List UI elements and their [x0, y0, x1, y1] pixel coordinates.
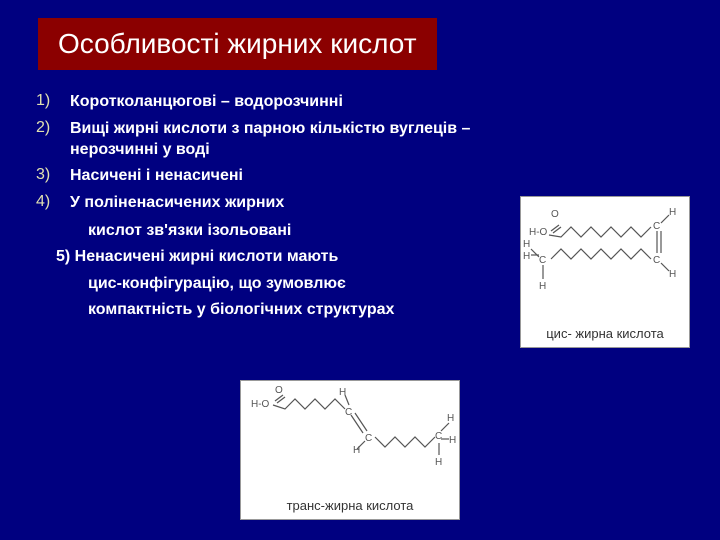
svg-text:H-O: H-O: [251, 399, 270, 410]
svg-text:H: H: [523, 239, 530, 250]
svg-text:O: O: [551, 209, 559, 220]
list-item: 2) Вищі жирні кислоти з парною кількістю…: [36, 119, 720, 161]
cis-diagram: H-O O C H C H C H H H цис- жирна кислота: [520, 196, 690, 348]
list-number: 1): [36, 92, 70, 110]
trans-label: транс-жирна кислота: [241, 498, 459, 513]
list-item: 1) Коротколанцюгові – водорозчинні: [36, 92, 720, 113]
cis-molecule-icon: H-O O C H C H C H H H: [521, 197, 691, 327]
svg-text:H: H: [435, 457, 442, 468]
svg-text:H: H: [669, 269, 676, 280]
svg-text:H: H: [449, 435, 456, 446]
list-text: Вищі жирні кислоти з парною кількістю ву…: [70, 119, 550, 161]
svg-text:H: H: [539, 281, 546, 292]
svg-text:H: H: [523, 251, 530, 262]
svg-text:O: O: [275, 385, 283, 396]
svg-text:C: C: [345, 407, 352, 418]
svg-text:C: C: [653, 255, 660, 266]
slide-title: Особливості жирних кислот: [38, 18, 437, 70]
list-number: 3): [36, 166, 70, 184]
svg-text:C: C: [653, 221, 660, 232]
list-text: Насичені і ненасичені: [70, 166, 243, 187]
svg-text:H: H: [447, 413, 454, 424]
trans-diagram: H-O O C H C H C H H H транс-жирна кислот…: [240, 380, 460, 520]
svg-text:C: C: [539, 255, 546, 266]
list-item: 3) Насичені і ненасичені: [36, 166, 720, 187]
svg-text:H: H: [669, 207, 676, 218]
cis-label: цис- жирна кислота: [521, 326, 689, 341]
list-number: 4): [36, 193, 70, 211]
list-text: Коротколанцюгові – водорозчинні: [70, 92, 343, 113]
list-text: У поліненасичених жирних: [70, 193, 284, 214]
list-number: 2): [36, 119, 70, 137]
trans-molecule-icon: H-O O C H C H C H H H: [241, 381, 461, 499]
svg-text:H-O: H-O: [529, 227, 548, 238]
svg-text:C: C: [365, 433, 372, 444]
svg-text:C: C: [435, 431, 442, 442]
